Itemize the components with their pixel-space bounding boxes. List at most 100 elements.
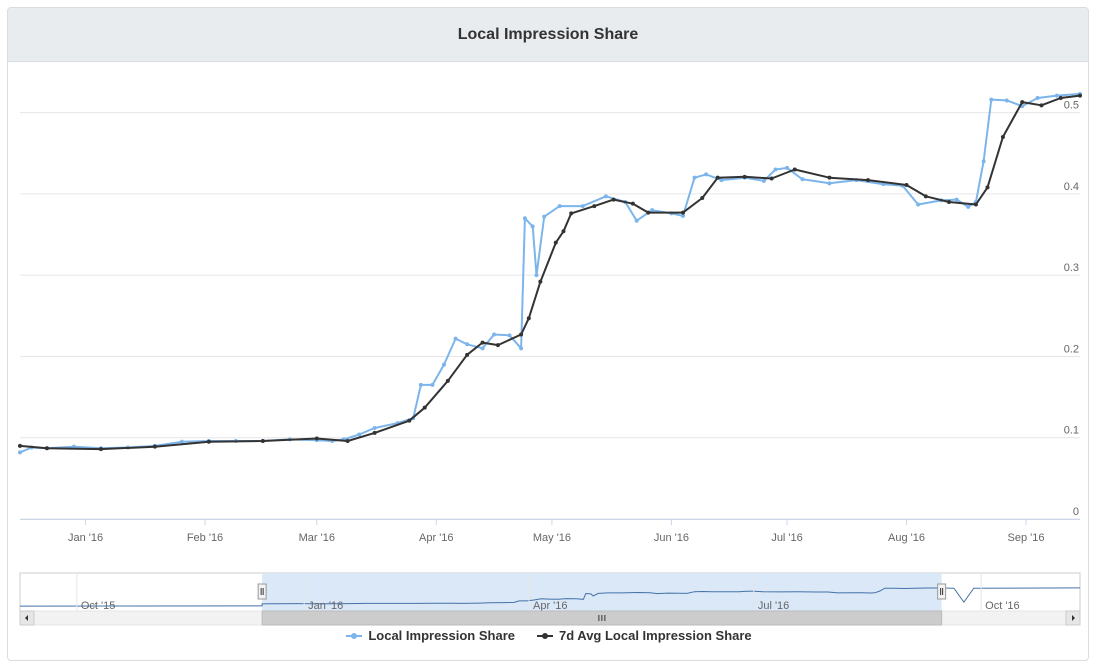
- x-tick-label: Apr '16: [419, 532, 454, 544]
- data-point-2: [314, 436, 319, 441]
- data-point-1: [761, 178, 766, 183]
- data-point-1: [557, 204, 562, 209]
- series-line-2[interactable]: [19, 94, 1081, 451]
- data-point-1: [542, 214, 547, 219]
- panel-header: Local Impression Share: [8, 8, 1088, 62]
- data-point-1: [603, 194, 608, 199]
- data-point-1: [372, 425, 377, 430]
- data-point-1: [534, 273, 539, 278]
- data-point-2: [592, 204, 597, 209]
- x-tick-label: Jan '16: [68, 532, 103, 544]
- y-axis: 0 0.1 0.2 0.3 0.4 0.5: [1064, 100, 1079, 518]
- data-point-2: [18, 443, 22, 448]
- data-point-2: [98, 447, 103, 452]
- data-point-2: [680, 210, 685, 215]
- data-point-1: [785, 165, 790, 170]
- data-point-1: [507, 333, 512, 338]
- data-point-2: [260, 438, 265, 443]
- legend-item-series1[interactable]: Local Impression Share: [346, 628, 515, 643]
- data-point-2: [519, 332, 524, 337]
- data-point-2: [973, 202, 978, 207]
- data-point-1: [453, 336, 458, 341]
- data-point-2: [345, 438, 350, 443]
- data-point-2: [700, 195, 705, 200]
- arrow-left-icon: [25, 615, 28, 621]
- data-point-2: [985, 185, 990, 190]
- data-point-1: [966, 204, 971, 209]
- chart-panel: Local Impression Share 0 0.1 0.2 0.3 0.4 0.5 …: [7, 7, 1089, 661]
- data-point-1: [418, 382, 423, 387]
- data-point-2: [569, 211, 574, 216]
- y-tick-label: 0: [1073, 506, 1079, 518]
- data-point-2: [480, 340, 485, 345]
- data-point-1: [480, 346, 485, 351]
- data-point-2: [465, 352, 470, 357]
- legend-item-series2[interactable]: 7d Avg Local Impression Share: [537, 628, 752, 643]
- data-point-2: [611, 197, 616, 202]
- legend-label-series2: 7d Avg Local Impression Share: [559, 628, 752, 643]
- navigator-label: Apr '16: [533, 600, 568, 612]
- arrow-right-icon: [1072, 615, 1075, 621]
- data-point-1: [800, 177, 805, 182]
- data-point-1: [827, 181, 832, 186]
- x-tick-label: Mar '16: [299, 532, 335, 544]
- chart-svg[interactable]: 0 0.1 0.2 0.3 0.4 0.5 Jan '16 Feb '16 Mar '16 Ap…: [8, 62, 1089, 661]
- data-point-2: [495, 343, 500, 348]
- data-point-2: [630, 201, 635, 206]
- data-point-2: [152, 444, 157, 449]
- y-tick-label: 0.2: [1064, 343, 1079, 355]
- data-point-1: [580, 204, 585, 209]
- data-point-2: [44, 446, 49, 451]
- data-point-2: [866, 178, 870, 183]
- data-point-2: [422, 405, 427, 410]
- x-tick-label: May '16: [533, 532, 571, 544]
- series-line-1[interactable]: [19, 92, 1081, 454]
- x-axis: Jan '16 Feb '16 Mar '16 Apr '16 May '16 Jun '…: [20, 519, 1080, 544]
- data-point-2: [372, 430, 377, 435]
- data-point-1: [692, 175, 697, 180]
- y-tick-label: 0.1: [1064, 425, 1079, 437]
- data-point-1: [680, 213, 685, 218]
- data-point-1: [954, 197, 959, 202]
- data-point-2: [561, 229, 566, 234]
- data-point-2: [1039, 103, 1044, 108]
- navigator-label: Jan '16: [308, 600, 343, 612]
- x-tick-label: Feb '16: [187, 532, 223, 544]
- data-point-1: [71, 444, 76, 449]
- plot-area[interactable]: [18, 91, 1082, 455]
- data-point-2: [742, 174, 747, 179]
- x-tick-label: Jul '16: [771, 532, 802, 544]
- legend: Local Impression Share 7d Avg Local Impr…: [8, 628, 1088, 643]
- data-point-1: [179, 439, 184, 444]
- data-point-2: [792, 167, 797, 172]
- data-point-2: [1078, 93, 1082, 98]
- data-point-2: [538, 279, 543, 284]
- data-point-1: [719, 178, 724, 183]
- data-point-1: [442, 362, 446, 367]
- data-point-1: [357, 432, 362, 437]
- data-point-1: [430, 382, 435, 387]
- data-point-1: [519, 346, 524, 351]
- data-point-1: [773, 167, 778, 172]
- data-point-1: [989, 97, 994, 102]
- data-point-2: [1058, 96, 1063, 101]
- data-point-2: [445, 378, 450, 383]
- data-point-1: [1035, 96, 1040, 101]
- data-point-1: [522, 216, 527, 221]
- navigator-handle-right[interactable]: [937, 583, 947, 600]
- grid-lines: [20, 112, 1080, 520]
- navigator-handle-left[interactable]: [257, 583, 267, 600]
- y-tick-label: 0.3: [1064, 262, 1079, 274]
- navigator-selection: [262, 573, 942, 611]
- data-point-2: [407, 418, 412, 423]
- data-point-2: [904, 182, 909, 187]
- data-point-1: [530, 224, 535, 229]
- data-point-2: [715, 175, 720, 180]
- data-point-2: [923, 194, 928, 199]
- navigator-series: [19, 587, 1081, 607]
- data-point-1: [916, 202, 921, 207]
- data-point-1: [465, 342, 470, 347]
- data-point-1: [1004, 98, 1009, 103]
- navigator[interactable]: Oct '15 Jan '16 Apr '16 Jul '16 Oct '16: [19, 572, 1081, 626]
- data-point-2: [1000, 135, 1005, 140]
